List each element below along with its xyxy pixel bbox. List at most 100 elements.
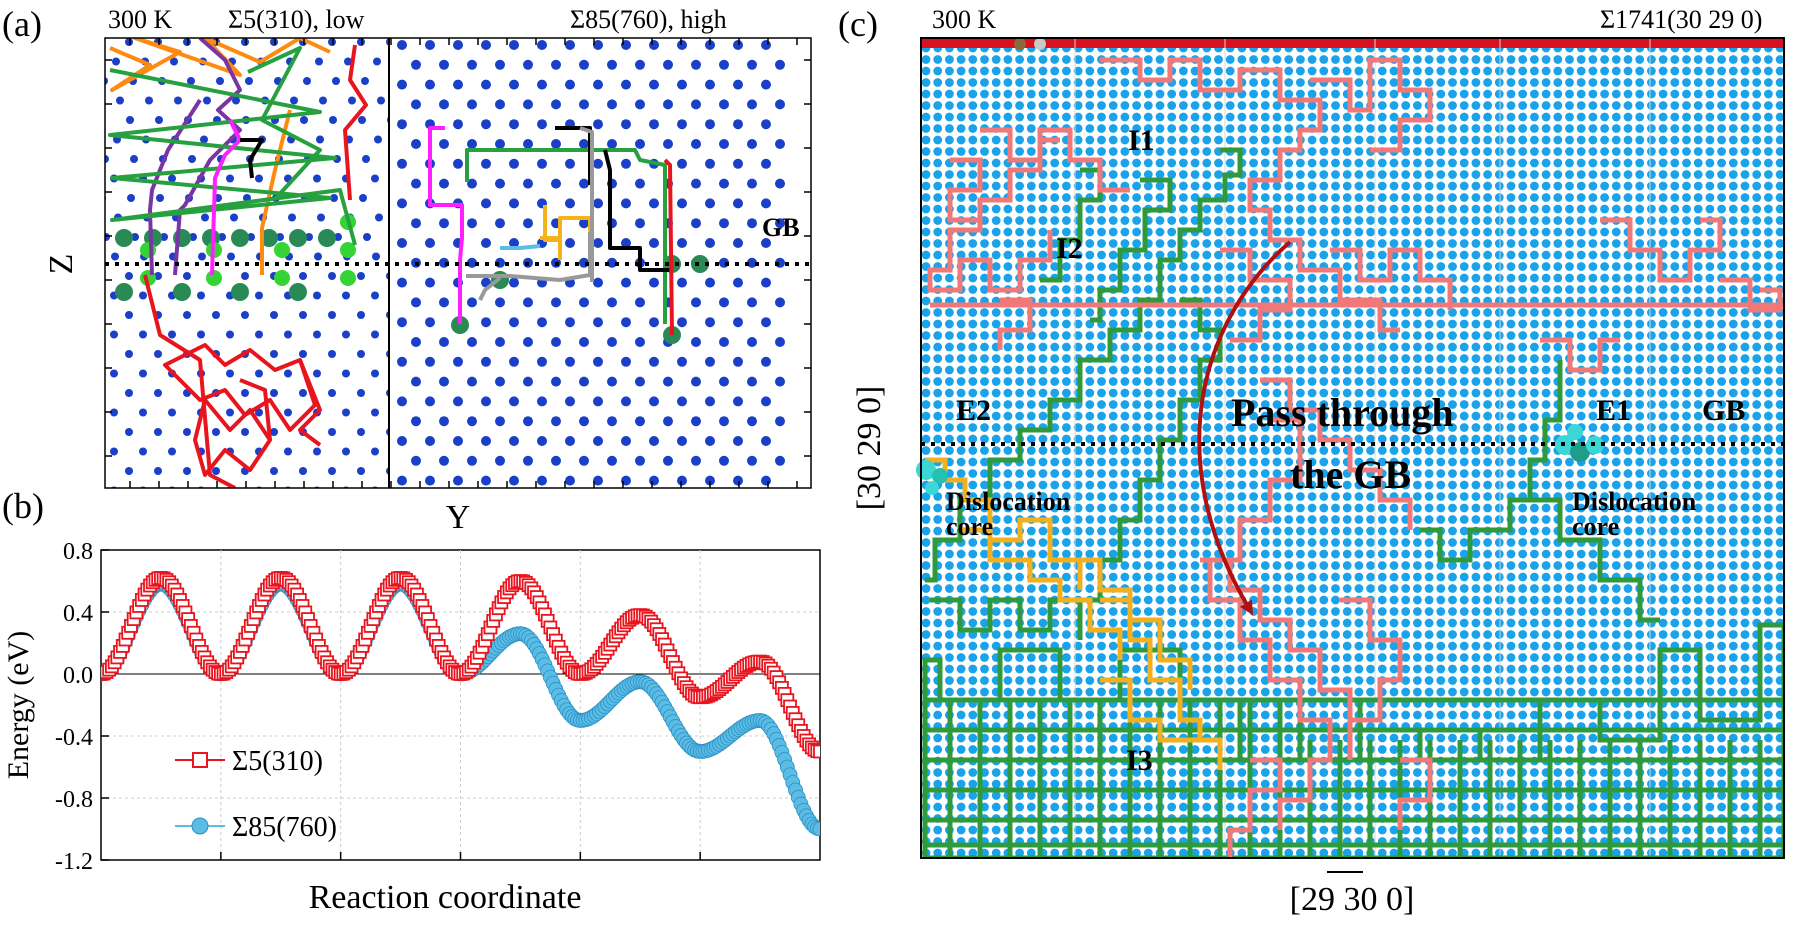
atom-dot — [719, 59, 729, 70]
atom-dot — [439, 59, 449, 70]
atom-dot — [509, 396, 519, 407]
atom-dot — [467, 297, 477, 308]
atom-dot — [495, 178, 505, 189]
atom-dot — [677, 198, 687, 209]
atom-dot — [691, 99, 701, 110]
atom-dot — [425, 436, 435, 446]
atom-dot — [775, 297, 785, 308]
atom-dot — [425, 356, 435, 367]
panel-b-legend: Σ5(310) Σ85(760) — [175, 746, 337, 843]
atom-dot — [509, 356, 519, 367]
atom-dot — [226, 369, 234, 378]
atom-dot — [705, 238, 715, 248]
atom-dot — [649, 277, 659, 288]
atom-dot — [467, 376, 477, 387]
panel-c-gb-title: Σ1741(30 29 0) — [1600, 5, 1762, 34]
atom-dot — [183, 311, 191, 319]
atom-dot — [218, 233, 226, 241]
atom-dot — [635, 297, 645, 308]
atom-dot — [284, 330, 292, 339]
atom-dot — [116, 96, 124, 105]
atom-dot — [359, 194, 367, 202]
atom-dot — [284, 369, 292, 378]
atom-dot — [328, 428, 336, 436]
atom-dot — [719, 178, 729, 189]
atom-dot — [126, 116, 134, 124]
atom-dot — [481, 356, 491, 367]
panel-a-temperature: 300 K — [108, 5, 173, 34]
atom-dot — [357, 428, 365, 436]
atom-dot — [607, 337, 617, 347]
atom-dot — [230, 213, 238, 222]
panel-a-frame — [104, 37, 812, 489]
atom-dot — [579, 139, 589, 149]
atom-dot — [761, 436, 771, 446]
atom-dot — [170, 57, 178, 66]
atom-dot — [719, 218, 729, 229]
atom-dot — [537, 396, 547, 407]
atom-dot — [125, 467, 133, 475]
atom-dot — [314, 252, 322, 261]
atom-dot — [342, 330, 350, 339]
atom-dot — [747, 455, 757, 466]
atom-dot — [110, 330, 118, 339]
atom-dot — [358, 116, 366, 124]
atom-dot — [635, 218, 645, 229]
panel-c-label-gb: GB — [1702, 394, 1745, 427]
atom-dot — [495, 218, 505, 229]
atom-dot — [691, 297, 701, 308]
atom-dot — [537, 40, 547, 50]
atom-dot — [374, 135, 382, 144]
panel-c-temperature: 300 K — [932, 5, 997, 34]
atom-dot — [523, 218, 533, 229]
atom-dot — [523, 337, 533, 347]
y-tick-label: 0.0 — [63, 663, 93, 689]
atom-dot — [397, 317, 407, 328]
atom-dot — [96, 350, 104, 358]
atom-dot — [105, 155, 109, 163]
atom-dot — [156, 194, 164, 202]
atom-dot — [110, 408, 118, 417]
atom-dot — [357, 272, 365, 280]
atom-dot — [397, 238, 407, 248]
atom-dot — [361, 77, 369, 85]
atom-dot — [761, 79, 771, 90]
atom-dot — [705, 317, 715, 328]
atom-dot — [775, 59, 785, 70]
atom-dot — [313, 447, 321, 456]
atom-dot — [467, 139, 477, 149]
atom-dot — [565, 317, 575, 328]
atom-dot — [241, 38, 249, 46]
atom-dot — [212, 467, 220, 475]
atom-dot — [691, 178, 701, 189]
atom-dot — [299, 311, 307, 319]
atom-dot — [579, 59, 589, 70]
panel-a-tag: (a) — [2, 4, 42, 44]
atom-dot — [212, 428, 220, 436]
atom-dot — [411, 297, 421, 308]
atom-dot — [677, 238, 687, 248]
atom-dot — [509, 436, 519, 446]
atom-dot — [397, 40, 407, 50]
atom-dot — [691, 416, 701, 427]
atom-dot — [299, 350, 307, 358]
atom-dot — [565, 40, 575, 50]
legend-label-sigma5: Σ5(310) — [232, 746, 323, 777]
atom-dot — [705, 277, 715, 288]
atom-dot — [593, 198, 603, 209]
atom-dot — [198, 252, 206, 261]
atom-dot — [439, 178, 449, 189]
atom-dot — [719, 337, 729, 347]
atom-dot — [607, 59, 617, 70]
atom-dot — [761, 317, 771, 328]
atom-dot — [509, 277, 519, 288]
atom-dot — [495, 376, 505, 387]
atom-dot — [112, 57, 120, 66]
atom-dot — [212, 311, 220, 319]
atom-dot — [607, 416, 617, 427]
atom-dot — [96, 272, 104, 280]
atom-dot — [362, 155, 370, 163]
atom-dot — [183, 272, 191, 280]
atom-dot — [96, 467, 104, 475]
panel-c-i1-path — [927, 57, 1784, 858]
